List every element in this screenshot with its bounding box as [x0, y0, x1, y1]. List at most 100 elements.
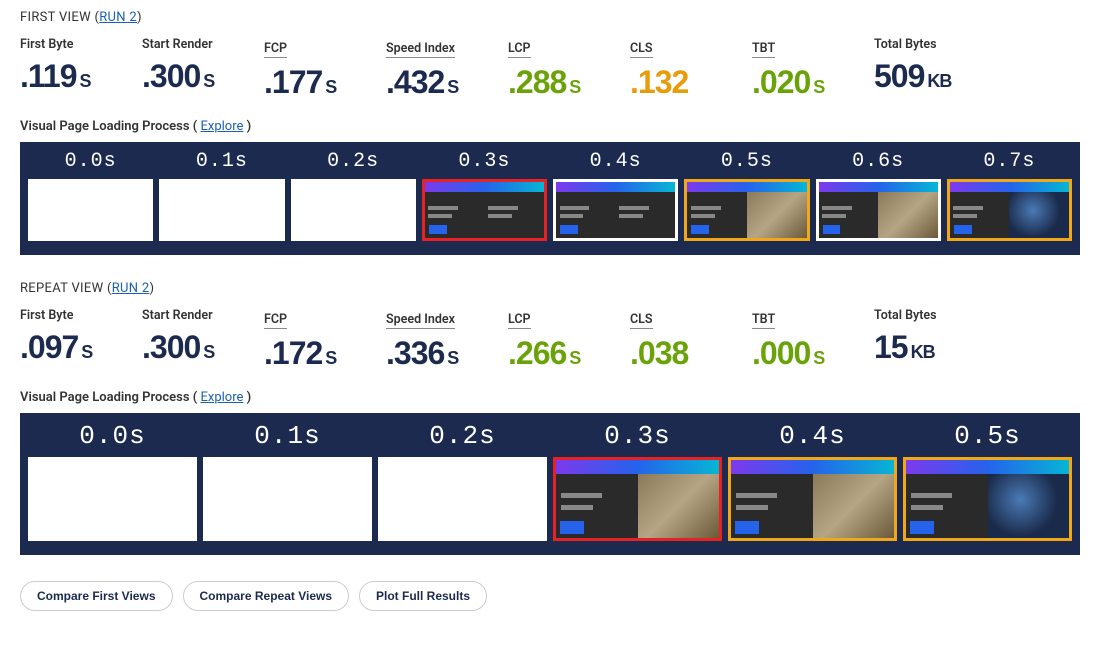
- metric-value: .336S: [386, 335, 486, 372]
- first-view-explore-link[interactable]: Explore: [201, 119, 244, 134]
- frame-thumbnail[interactable]: [684, 179, 809, 241]
- frame-thumbnail[interactable]: [159, 179, 284, 241]
- metric-label: Total Bytes: [874, 37, 974, 52]
- filmstrip-frame[interactable]: 0.2s: [378, 421, 547, 541]
- metric-label: First Byte: [20, 37, 120, 52]
- frame-thumbnail[interactable]: [553, 457, 722, 541]
- metric-label: LCP: [508, 312, 531, 329]
- frame-thumbnail[interactable]: [903, 457, 1072, 541]
- metric-value: .288S: [508, 64, 608, 101]
- metric-value: .020S: [752, 64, 852, 101]
- filmstrip-frame[interactable]: 0.2s: [291, 150, 416, 241]
- metric-label: LCP: [508, 41, 531, 58]
- metric-cls: CLS.132: [630, 37, 730, 101]
- first-view-filmstrip: 0.0s 0.1s 0.2s 0.3s 0.4s 0.5s 0.6s 0.7s: [20, 142, 1080, 255]
- repeat-view-title-prefix: REPEAT VIEW (: [20, 281, 112, 296]
- frame-thumbnail[interactable]: [203, 457, 372, 541]
- frame-time: 0.2s: [291, 150, 416, 173]
- repeat-view-explore-link[interactable]: Explore: [201, 390, 244, 405]
- frame-thumbnail[interactable]: [28, 457, 197, 541]
- metric-value: 15KB: [874, 329, 974, 366]
- filmstrip-label-text: Visual Page Loading Process: [20, 390, 190, 405]
- filmstrip-frame[interactable]: 0.0s: [28, 150, 153, 241]
- frame-time: 0.4s: [728, 421, 897, 451]
- metric-tbt: TBT .020S: [752, 37, 852, 101]
- metric-fcp: FCP .177S: [264, 37, 364, 101]
- frame-time: 0.5s: [903, 421, 1072, 451]
- filmstrip-frame[interactable]: 0.5s: [903, 421, 1072, 541]
- metric-label: FCP: [264, 41, 287, 58]
- first-view-run-link[interactable]: RUN 2: [99, 10, 137, 25]
- repeat-view-title-suffix: ): [149, 281, 154, 296]
- frame-time: 0.0s: [28, 150, 153, 173]
- frame-time: 0.3s: [422, 150, 547, 173]
- metric-value: .266S: [508, 335, 608, 372]
- metric-value: .177S: [264, 64, 364, 101]
- metric-value: .172S: [264, 335, 364, 372]
- buttons-row: Compare First Views Compare Repeat Views…: [20, 581, 1080, 611]
- metric-tbt: TBT.000S: [752, 308, 852, 372]
- metric-label: TBT: [752, 41, 775, 58]
- metric-first-byte: First Byte.097S: [20, 308, 120, 372]
- metric-label: First Byte: [20, 308, 120, 323]
- filmstrip-frame[interactable]: 0.4s: [728, 421, 897, 541]
- metric-start-render: Start Render.300S: [142, 308, 242, 372]
- metric-label: Start Render: [142, 308, 242, 323]
- first-view-filmstrip-label: Visual Page Loading Process ( Explore ): [20, 119, 1080, 134]
- metric-value: .038: [630, 335, 730, 372]
- metric-label: FCP: [264, 312, 287, 329]
- frame-thumbnail[interactable]: [28, 179, 153, 241]
- repeat-view-filmstrip-label: Visual Page Loading Process ( Explore ): [20, 390, 1080, 405]
- metric-label: Speed Index: [386, 41, 455, 58]
- frame-time: 0.6s: [816, 150, 941, 173]
- frame-time: 0.0s: [28, 421, 197, 451]
- metric-lcp: LCP .288S: [508, 37, 608, 101]
- filmstrip-frame[interactable]: 0.3s: [422, 150, 547, 241]
- filmstrip-frame[interactable]: 0.1s: [159, 150, 284, 241]
- frame-thumbnail[interactable]: [422, 179, 547, 241]
- frame-thumbnail[interactable]: [728, 457, 897, 541]
- frame-time: 0.3s: [553, 421, 722, 451]
- metric-speed-index: Speed Index.336S: [386, 308, 486, 372]
- metric-speed-index: Speed Index .432S: [386, 37, 486, 101]
- metric-lcp: LCP .266S: [508, 308, 608, 372]
- compare-first-views-button[interactable]: Compare First Views: [20, 581, 173, 611]
- frame-thumbnail[interactable]: [378, 457, 547, 541]
- frame-thumbnail[interactable]: [291, 179, 416, 241]
- frame-thumbnail[interactable]: [816, 179, 941, 241]
- frame-thumbnail[interactable]: [553, 179, 678, 241]
- repeat-view-metrics-row: First Byte.097S Start Render.300S FCP .172S…: [20, 308, 1080, 372]
- repeat-view-filmstrip: 0.0s0.1s0.2s0.3s0.4s0.5s: [20, 413, 1080, 555]
- metric-label: TBT: [752, 312, 775, 329]
- metric-total-bytes: Total Bytes 15KB: [874, 308, 974, 372]
- filmstrip-frame[interactable]: 0.5s: [684, 150, 809, 241]
- repeat-view-run-link[interactable]: RUN 2: [112, 281, 150, 296]
- filmstrip-frame[interactable]: 0.1s: [203, 421, 372, 541]
- first-view-title: FIRST VIEW (RUN 2): [20, 10, 1080, 25]
- first-view-title-prefix: FIRST VIEW (: [20, 10, 99, 25]
- frame-time: 0.1s: [203, 421, 372, 451]
- filmstrip-frame[interactable]: 0.0s: [28, 421, 197, 541]
- first-view-metrics-row: First Byte.119S Start Render .300S FCP .177S…: [20, 37, 1080, 101]
- metric-value: .300S: [142, 58, 242, 95]
- metric-first-byte: First Byte.119S: [20, 37, 120, 101]
- plot-full-results-button[interactable]: Plot Full Results: [359, 581, 487, 611]
- filmstrip-frame[interactable]: 0.7s: [947, 150, 1072, 241]
- metric-label: CLS: [630, 41, 653, 58]
- frame-thumbnail[interactable]: [947, 179, 1072, 241]
- frame-time: 0.4s: [553, 150, 678, 173]
- filmstrip-frame[interactable]: 0.6s: [816, 150, 941, 241]
- filmstrip-frame[interactable]: 0.4s: [553, 150, 678, 241]
- frame-time: 0.5s: [684, 150, 809, 173]
- metric-label: Start Render: [142, 37, 242, 52]
- compare-repeat-views-button[interactable]: Compare Repeat Views: [183, 581, 350, 611]
- frame-time: 0.2s: [378, 421, 547, 451]
- metric-label: Total Bytes: [874, 308, 974, 323]
- filmstrip-label-text: Visual Page Loading Process: [20, 119, 190, 134]
- metric-value: .432S: [386, 64, 486, 101]
- first-view-title-suffix: ): [137, 10, 142, 25]
- metric-cls: CLS .038: [630, 308, 730, 372]
- metric-label: CLS: [630, 312, 653, 329]
- metric-value: 509KB: [874, 58, 974, 95]
- filmstrip-frame[interactable]: 0.3s: [553, 421, 722, 541]
